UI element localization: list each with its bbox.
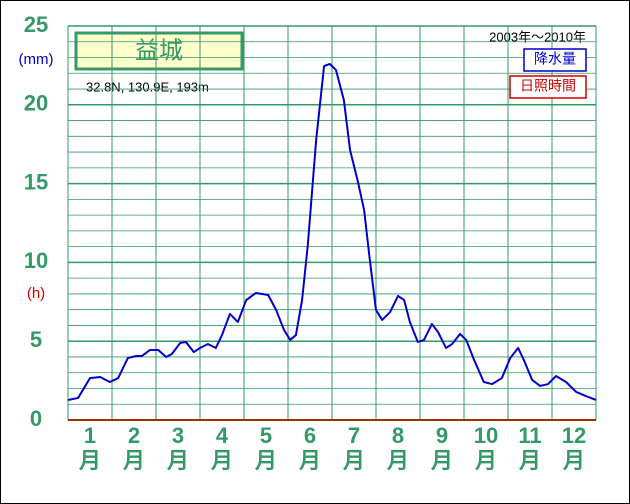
x-tick-unit: 月 [562,448,585,473]
x-tick-unit: 月 [430,448,453,473]
location: 32.8N, 130.9E, 193m [86,79,209,94]
legend-label: 降水量 [534,51,576,67]
x-tick-label: 9 [436,423,448,448]
x-tick-label: 12 [562,423,586,448]
x-tick-label: 10 [474,423,498,448]
x-tick-label: 4 [216,423,229,448]
x-tick-label: 6 [304,423,316,448]
y2-unit: (h) [27,285,45,302]
x-tick-unit: 月 [78,448,101,473]
y-tick-label: 10 [24,248,48,273]
y-unit: (mm) [19,51,54,68]
x-tick-unit: 月 [122,448,145,473]
x-tick-label: 1 [84,423,96,448]
x-tick-label: 11 [518,423,541,448]
legend-box [509,75,587,99]
y-tick-label: 5 [30,327,42,352]
x-tick-label: 7 [348,423,360,448]
y-tick-label: 15 [24,169,48,194]
x-tick-unit: 月 [518,448,541,473]
x-tick-unit: 月 [342,448,365,473]
series-line [67,62,597,401]
x-tick-label: 5 [260,423,272,448]
period: 2003年～2010年 [489,29,586,44]
y-tick-label: 20 [24,91,48,116]
title-box [74,31,244,71]
x-tick-unit: 月 [254,448,277,473]
x-tick-unit: 月 [298,448,321,473]
legend-label: 日照時間 [520,78,576,94]
x-tick-unit: 月 [386,448,409,473]
x-tick-label: 8 [392,423,404,448]
x-tick-unit: 月 [474,448,497,473]
legend-box [523,48,587,72]
x-tick-label: 3 [172,423,184,448]
y-tick-label: 25 [24,12,48,37]
x-tick-unit: 月 [166,448,189,473]
x-tick-label: 2 [128,423,140,448]
x-tick-unit: 月 [210,448,233,473]
y-tick-label: 0 [30,406,42,431]
